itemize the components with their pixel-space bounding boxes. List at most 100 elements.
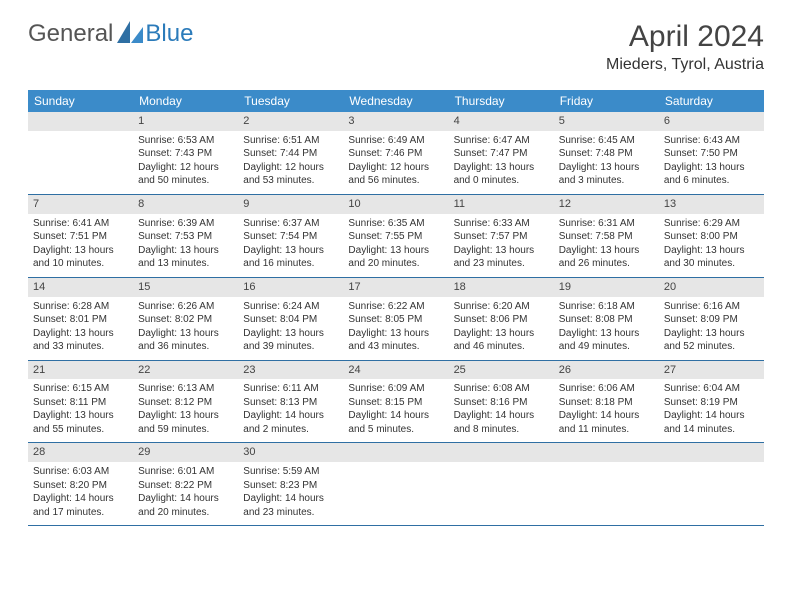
day-number bbox=[449, 443, 554, 462]
daylight-text: Daylight: 14 hours and 17 minutes. bbox=[33, 492, 128, 519]
daylight-text: Daylight: 13 hours and 0 minutes. bbox=[454, 161, 549, 188]
day-cell: 30Sunrise: 5:59 AMSunset: 8:23 PMDayligh… bbox=[238, 443, 343, 525]
sunset-text: Sunset: 8:00 PM bbox=[664, 230, 759, 244]
day-number: 14 bbox=[28, 278, 133, 297]
daylight-text: Daylight: 14 hours and 11 minutes. bbox=[559, 409, 654, 436]
day-cell: 9Sunrise: 6:37 AMSunset: 7:54 PMDaylight… bbox=[238, 195, 343, 277]
day-body: Sunrise: 6:51 AMSunset: 7:44 PMDaylight:… bbox=[238, 131, 343, 194]
day-body bbox=[343, 462, 448, 471]
day-header-row: Sunday Monday Tuesday Wednesday Thursday… bbox=[28, 90, 764, 112]
day-body: Sunrise: 6:29 AMSunset: 8:00 PMDaylight:… bbox=[659, 214, 764, 277]
sunrise-text: Sunrise: 6:03 AM bbox=[33, 465, 128, 479]
sunset-text: Sunset: 7:47 PM bbox=[454, 147, 549, 161]
day-body: Sunrise: 6:45 AMSunset: 7:48 PMDaylight:… bbox=[554, 131, 659, 194]
sunset-text: Sunset: 8:02 PM bbox=[138, 313, 233, 327]
day-cell: 25Sunrise: 6:08 AMSunset: 8:16 PMDayligh… bbox=[449, 361, 554, 443]
day-cell bbox=[28, 112, 133, 194]
sunset-text: Sunset: 7:58 PM bbox=[559, 230, 654, 244]
sunrise-text: Sunrise: 6:01 AM bbox=[138, 465, 233, 479]
sunset-text: Sunset: 8:08 PM bbox=[559, 313, 654, 327]
daylight-text: Daylight: 14 hours and 5 minutes. bbox=[348, 409, 443, 436]
day-body: Sunrise: 6:20 AMSunset: 8:06 PMDaylight:… bbox=[449, 297, 554, 360]
day-number: 11 bbox=[449, 195, 554, 214]
daylight-text: Daylight: 14 hours and 23 minutes. bbox=[243, 492, 338, 519]
day-body: Sunrise: 6:11 AMSunset: 8:13 PMDaylight:… bbox=[238, 379, 343, 442]
day-body: Sunrise: 6:22 AMSunset: 8:05 PMDaylight:… bbox=[343, 297, 448, 360]
day-cell: 18Sunrise: 6:20 AMSunset: 8:06 PMDayligh… bbox=[449, 278, 554, 360]
day-number: 4 bbox=[449, 112, 554, 131]
day-body: Sunrise: 6:09 AMSunset: 8:15 PMDaylight:… bbox=[343, 379, 448, 442]
day-cell: 13Sunrise: 6:29 AMSunset: 8:00 PMDayligh… bbox=[659, 195, 764, 277]
day-number: 23 bbox=[238, 361, 343, 380]
day-number: 24 bbox=[343, 361, 448, 380]
sunrise-text: Sunrise: 6:06 AM bbox=[559, 382, 654, 396]
sunset-text: Sunset: 8:16 PM bbox=[454, 396, 549, 410]
day-cell: 17Sunrise: 6:22 AMSunset: 8:05 PMDayligh… bbox=[343, 278, 448, 360]
day-number: 15 bbox=[133, 278, 238, 297]
day-cell: 24Sunrise: 6:09 AMSunset: 8:15 PMDayligh… bbox=[343, 361, 448, 443]
day-number: 7 bbox=[28, 195, 133, 214]
sunset-text: Sunset: 7:48 PM bbox=[559, 147, 654, 161]
sunset-text: Sunset: 8:06 PM bbox=[454, 313, 549, 327]
day-cell: 10Sunrise: 6:35 AMSunset: 7:55 PMDayligh… bbox=[343, 195, 448, 277]
sunrise-text: Sunrise: 6:37 AM bbox=[243, 217, 338, 231]
daylight-text: Daylight: 14 hours and 2 minutes. bbox=[243, 409, 338, 436]
sunset-text: Sunset: 8:05 PM bbox=[348, 313, 443, 327]
sunset-text: Sunset: 7:43 PM bbox=[138, 147, 233, 161]
calendar: Sunday Monday Tuesday Wednesday Thursday… bbox=[28, 90, 764, 526]
daylight-text: Daylight: 12 hours and 50 minutes. bbox=[138, 161, 233, 188]
daylight-text: Daylight: 13 hours and 46 minutes. bbox=[454, 327, 549, 354]
week-row: 28Sunrise: 6:03 AMSunset: 8:20 PMDayligh… bbox=[28, 443, 764, 526]
sunset-text: Sunset: 7:55 PM bbox=[348, 230, 443, 244]
sunrise-text: Sunrise: 6:53 AM bbox=[138, 134, 233, 148]
day-number: 18 bbox=[449, 278, 554, 297]
day-number: 19 bbox=[554, 278, 659, 297]
sunrise-text: Sunrise: 6:20 AM bbox=[454, 300, 549, 314]
day-cell: 28Sunrise: 6:03 AMSunset: 8:20 PMDayligh… bbox=[28, 443, 133, 525]
day-cell: 8Sunrise: 6:39 AMSunset: 7:53 PMDaylight… bbox=[133, 195, 238, 277]
daylight-text: Daylight: 14 hours and 8 minutes. bbox=[454, 409, 549, 436]
day-number: 22 bbox=[133, 361, 238, 380]
sunset-text: Sunset: 7:46 PM bbox=[348, 147, 443, 161]
daylight-text: Daylight: 13 hours and 16 minutes. bbox=[243, 244, 338, 271]
day-body: Sunrise: 6:49 AMSunset: 7:46 PMDaylight:… bbox=[343, 131, 448, 194]
daylight-text: Daylight: 13 hours and 36 minutes. bbox=[138, 327, 233, 354]
dayhead-tue: Tuesday bbox=[238, 90, 343, 112]
sunrise-text: Sunrise: 6:09 AM bbox=[348, 382, 443, 396]
header: General Blue April 2024 Mieders, Tyrol, … bbox=[0, 0, 792, 82]
page-title: April 2024 bbox=[606, 20, 764, 54]
sunrise-text: Sunrise: 6:43 AM bbox=[664, 134, 759, 148]
sunrise-text: Sunrise: 5:59 AM bbox=[243, 465, 338, 479]
sunset-text: Sunset: 8:09 PM bbox=[664, 313, 759, 327]
sunrise-text: Sunrise: 6:33 AM bbox=[454, 217, 549, 231]
day-cell bbox=[659, 443, 764, 525]
day-body: Sunrise: 6:03 AMSunset: 8:20 PMDaylight:… bbox=[28, 462, 133, 525]
sunrise-text: Sunrise: 6:39 AM bbox=[138, 217, 233, 231]
day-number: 28 bbox=[28, 443, 133, 462]
day-cell: 1Sunrise: 6:53 AMSunset: 7:43 PMDaylight… bbox=[133, 112, 238, 194]
sunset-text: Sunset: 8:19 PM bbox=[664, 396, 759, 410]
day-body: Sunrise: 6:31 AMSunset: 7:58 PMDaylight:… bbox=[554, 214, 659, 277]
sunset-text: Sunset: 7:57 PM bbox=[454, 230, 549, 244]
daylight-text: Daylight: 13 hours and 3 minutes. bbox=[559, 161, 654, 188]
brand-part2: Blue bbox=[145, 20, 193, 48]
day-cell: 21Sunrise: 6:15 AMSunset: 8:11 PMDayligh… bbox=[28, 361, 133, 443]
location-label: Mieders, Tyrol, Austria bbox=[606, 56, 764, 74]
sunset-text: Sunset: 7:50 PM bbox=[664, 147, 759, 161]
daylight-text: Daylight: 13 hours and 20 minutes. bbox=[348, 244, 443, 271]
sunrise-text: Sunrise: 6:31 AM bbox=[559, 217, 654, 231]
sunrise-text: Sunrise: 6:45 AM bbox=[559, 134, 654, 148]
day-number: 25 bbox=[449, 361, 554, 380]
day-cell: 19Sunrise: 6:18 AMSunset: 8:08 PMDayligh… bbox=[554, 278, 659, 360]
day-number: 29 bbox=[133, 443, 238, 462]
day-number bbox=[28, 112, 133, 131]
day-number: 2 bbox=[238, 112, 343, 131]
day-cell bbox=[554, 443, 659, 525]
day-body: Sunrise: 6:35 AMSunset: 7:55 PMDaylight:… bbox=[343, 214, 448, 277]
day-cell: 15Sunrise: 6:26 AMSunset: 8:02 PMDayligh… bbox=[133, 278, 238, 360]
day-body: Sunrise: 6:43 AMSunset: 7:50 PMDaylight:… bbox=[659, 131, 764, 194]
day-number: 6 bbox=[659, 112, 764, 131]
day-body: Sunrise: 6:06 AMSunset: 8:18 PMDaylight:… bbox=[554, 379, 659, 442]
daylight-text: Daylight: 13 hours and 10 minutes. bbox=[33, 244, 128, 271]
day-body: Sunrise: 6:37 AMSunset: 7:54 PMDaylight:… bbox=[238, 214, 343, 277]
